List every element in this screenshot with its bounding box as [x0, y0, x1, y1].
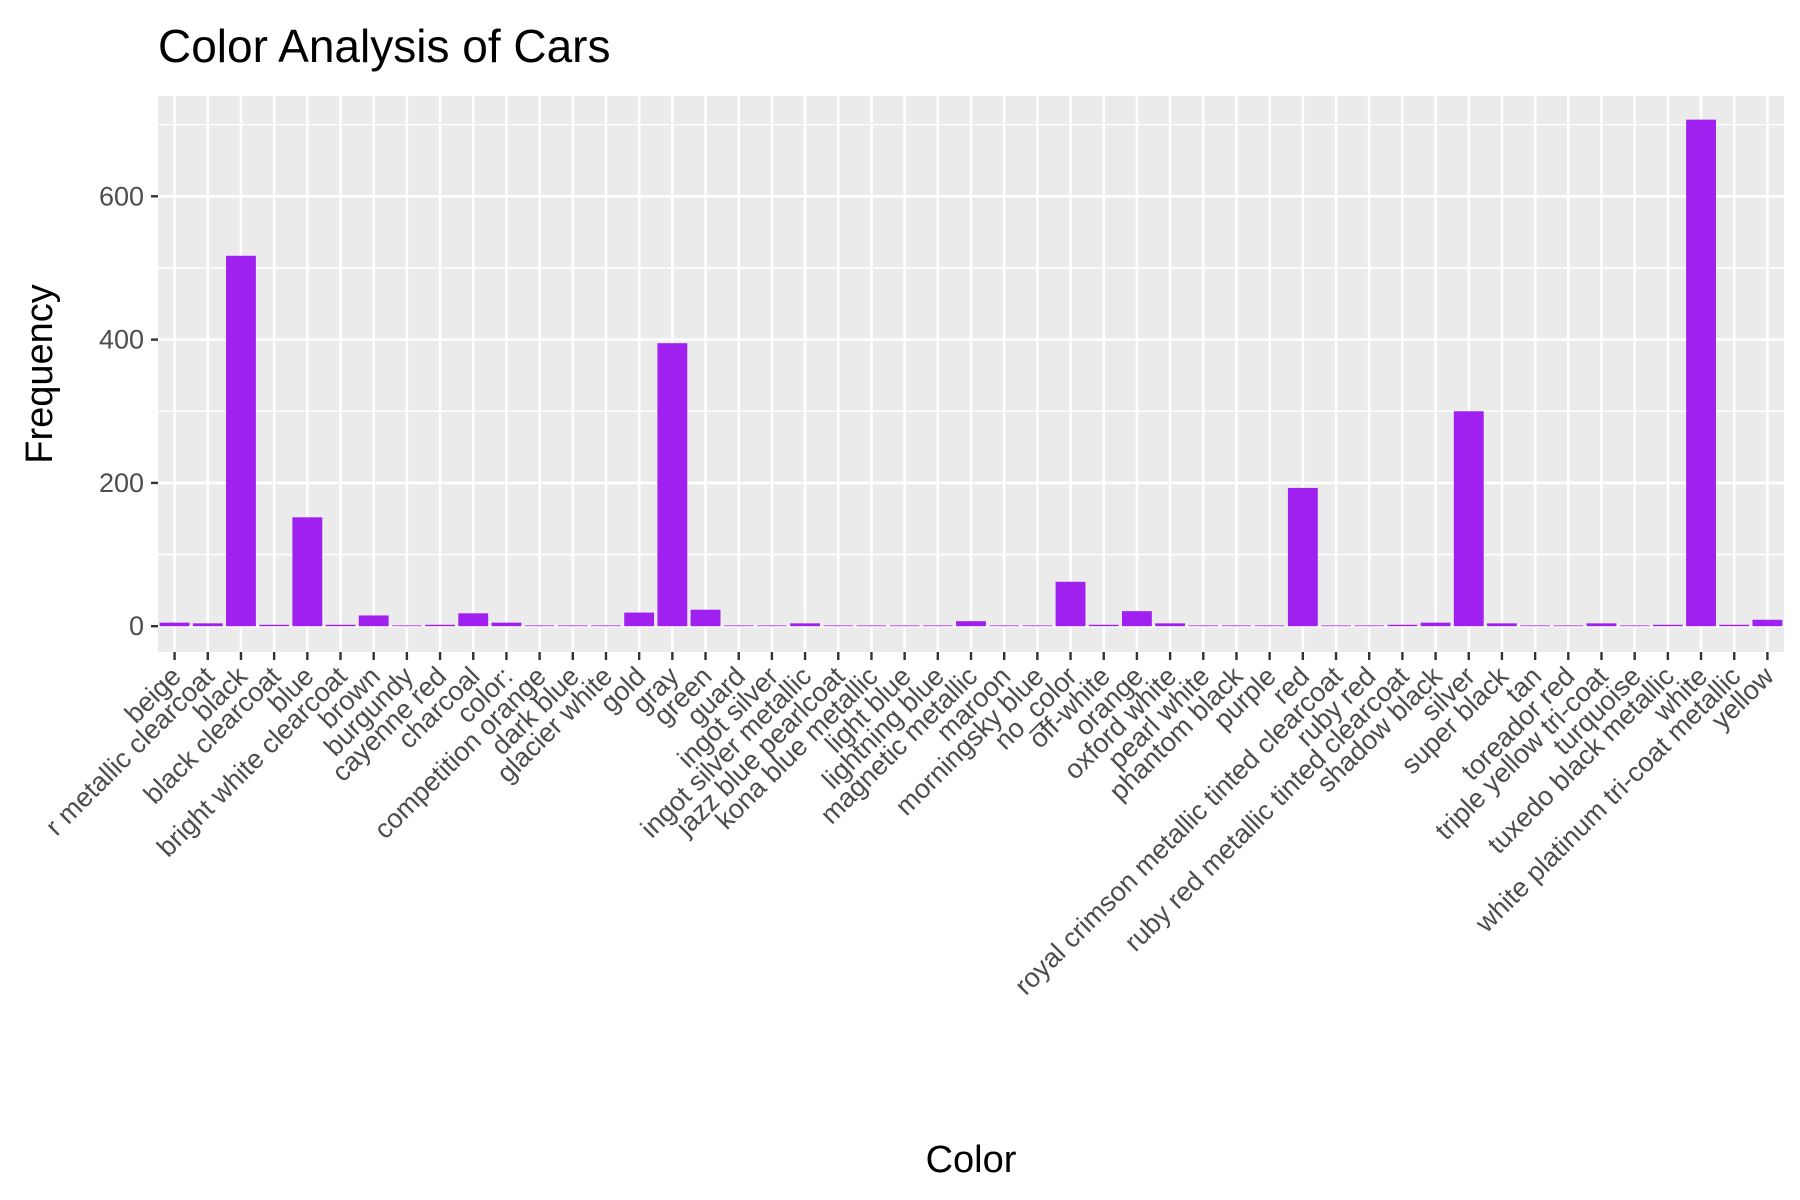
- chart-title: Color Analysis of Cars: [158, 20, 611, 72]
- bar: [391, 625, 422, 627]
- bar: [723, 625, 754, 627]
- bar: [1188, 625, 1219, 627]
- bar: [292, 517, 323, 627]
- bar: [1487, 623, 1517, 627]
- bar: [790, 623, 821, 627]
- bar: [1553, 625, 1584, 627]
- bar: [1221, 625, 1252, 627]
- bar: [989, 625, 1020, 627]
- bar: [889, 625, 920, 627]
- bar: [1520, 625, 1551, 627]
- bar: [1586, 623, 1617, 627]
- bar: [823, 625, 854, 627]
- bar: [1354, 625, 1385, 627]
- bar: [1387, 624, 1418, 627]
- x-axis-title: Color: [926, 1139, 1017, 1181]
- y-tick-label: 400: [99, 325, 144, 355]
- bar: [756, 625, 787, 627]
- bar: [192, 623, 223, 627]
- bar: [856, 625, 887, 627]
- bar: [591, 625, 621, 627]
- bar: [690, 609, 721, 627]
- bar: [624, 612, 655, 627]
- bar: [657, 343, 688, 627]
- bar: [1055, 581, 1086, 627]
- bar: [922, 625, 953, 627]
- bar: [325, 624, 356, 627]
- bar: [1287, 487, 1318, 627]
- bar: [259, 624, 290, 627]
- y-axis-title: Frequency: [19, 284, 61, 464]
- bar: [1652, 624, 1683, 627]
- bar: [1719, 624, 1750, 627]
- y-tick-label: 0: [129, 611, 144, 641]
- bars: [159, 119, 1783, 627]
- y-tick-label: 200: [99, 468, 144, 498]
- bar: [226, 255, 256, 627]
- bar: [1121, 611, 1152, 627]
- bar: [1420, 622, 1451, 627]
- bar: [1254, 625, 1285, 627]
- bar: [159, 622, 190, 627]
- bar: [1453, 411, 1484, 627]
- bar: [358, 615, 389, 627]
- bar: [956, 621, 986, 627]
- bar: [1088, 624, 1119, 627]
- bar: [557, 625, 588, 627]
- bar: [1752, 619, 1783, 627]
- bar: [1022, 625, 1053, 627]
- bar: [425, 624, 455, 627]
- bar: [1686, 119, 1716, 627]
- bar: [1619, 625, 1650, 627]
- bar: [1155, 623, 1186, 627]
- y-tick-label: 600: [99, 181, 144, 211]
- bar: [524, 625, 555, 627]
- bar: [458, 613, 489, 627]
- bar: [491, 622, 522, 627]
- bar: [1321, 625, 1351, 627]
